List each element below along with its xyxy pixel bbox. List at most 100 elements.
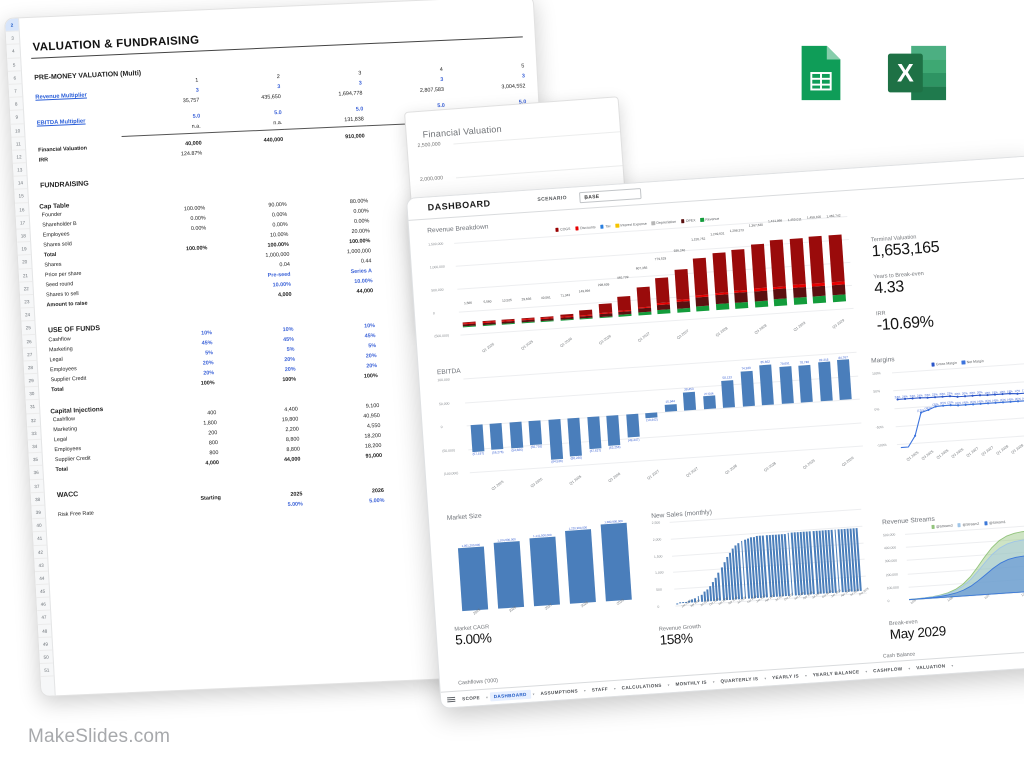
scenario-dropdown[interactable]: BASE ▾: [578, 187, 642, 203]
row-number[interactable]: 17: [15, 215, 30, 230]
cell-link[interactable]: Revenue Multiplier: [35, 92, 88, 102]
row-number[interactable]: 46: [36, 597, 51, 612]
data-label: 20%: [961, 391, 968, 397]
row-number[interactable]: 14: [13, 176, 28, 191]
row-number[interactable]: 36: [29, 466, 44, 480]
row-number[interactable]: 8: [9, 97, 24, 112]
row-number[interactable]: 44: [35, 571, 49, 586]
row-number[interactable]: 6: [7, 71, 22, 85]
bar-segment-revenue: [832, 294, 846, 303]
row-number[interactable]: 50: [39, 650, 53, 665]
tab-chevron-down-icon[interactable]: ▾: [485, 695, 488, 700]
kpi-years-to-break-even: Years to Break-even 4.33: [873, 271, 925, 298]
row-number[interactable]: 2: [5, 18, 19, 33]
row-number[interactable]: 47: [37, 610, 51, 625]
panel-revenue-streams: Revenue Streams @Stream3 @Stream2 @Stream1…: [882, 508, 1024, 617]
row-number[interactable]: 25: [21, 321, 36, 335]
legend-swatch: [931, 362, 935, 367]
row-number[interactable]: 40: [32, 518, 46, 533]
data-label: 1,566: [463, 300, 473, 305]
x-tick-label: Q3 2025: [519, 339, 534, 351]
row-number[interactable]: 16: [15, 202, 29, 217]
row-number[interactable]: 3: [5, 31, 20, 46]
sheet-tab-yearly-balance[interactable]: YEARLY BALANCE: [812, 669, 860, 678]
row-number[interactable]: 34: [27, 439, 42, 454]
bar-segment-revenue: [696, 305, 710, 312]
row-number[interactable]: 24: [20, 308, 35, 322]
row-number[interactable]: 5: [7, 57, 21, 72]
row-number[interactable]: 29: [24, 373, 39, 388]
data-label: (4)%: [954, 400, 962, 406]
row-number[interactable]: 37: [30, 479, 44, 494]
legend-item: Depreciation: [651, 220, 676, 226]
row-number[interactable]: 28: [23, 360, 38, 375]
row-number[interactable]: 7: [8, 84, 23, 98]
row-number[interactable]: 20: [17, 255, 32, 270]
series-marker: [956, 395, 959, 398]
sheet-tab-valuation[interactable]: VALUATION: [916, 663, 946, 671]
data-label: 440,739: [616, 274, 629, 280]
legend-swatch: [957, 523, 962, 527]
cell[interactable]: [142, 503, 224, 517]
row-number[interactable]: 35: [28, 452, 43, 467]
sheet-tab-quarterly-is[interactable]: QUARTERLY IS: [720, 676, 759, 684]
row-number[interactable]: 45: [35, 584, 50, 599]
x-tick-label: Q3 2026: [607, 471, 621, 484]
sheet-tab-staff[interactable]: STAFF: [591, 686, 609, 693]
series-line: [900, 398, 1024, 449]
row-number[interactable]: 38: [30, 492, 45, 507]
row-number[interactable]: 31: [25, 400, 40, 415]
sheet-tab-calculations[interactable]: CALCULATIONS: [621, 682, 662, 691]
row-number[interactable]: 39: [31, 505, 46, 520]
row-number[interactable]: 15: [14, 189, 29, 204]
all-sheets-icon[interactable]: [447, 695, 456, 703]
row-number[interactable]: 10: [10, 123, 25, 138]
row-number[interactable]: 30: [25, 387, 39, 401]
row-number[interactable]: 42: [33, 545, 48, 559]
cell-link[interactable]: EBITDA Multiplier: [36, 118, 86, 128]
row-number[interactable]: 21: [18, 268, 33, 283]
sheet-tab-cashflow[interactable]: CASHFLOW: [873, 666, 903, 674]
legend-item: OPEX: [680, 218, 696, 223]
sheet-tab-monthly-is[interactable]: MONTHLY IS: [675, 679, 707, 687]
sheet-tab-yearly-is[interactable]: YEARLY IS: [771, 673, 800, 681]
row-number[interactable]: 48: [37, 624, 52, 638]
row-number[interactable]: 18: [16, 229, 31, 243]
row-number[interactable]: 23: [20, 294, 34, 309]
legend-swatch: [984, 521, 988, 526]
row-number[interactable]: 43: [34, 558, 48, 573]
row-number[interactable]: 11: [11, 136, 26, 151]
cell[interactable]: 5.00%: [369, 497, 385, 505]
row-number[interactable]: 22: [19, 281, 34, 296]
row-number[interactable]: 49: [38, 637, 53, 652]
market-size-plot: 1,051,200,000 2025 1,104,600,000 2026 1,141,…: [447, 513, 642, 630]
dashboard-card[interactable]: DASHBOARD SCENARIO BASE ▾ Revenue Breakd…: [406, 155, 1024, 709]
data-label: (50,716): [530, 444, 543, 450]
row-number[interactable]: 13: [12, 163, 27, 177]
data-label: 936,240: [673, 248, 686, 254]
row-number[interactable]: 12: [12, 150, 26, 164]
ebitda-bar: [567, 417, 583, 457]
row-number[interactable]: 19: [17, 242, 31, 256]
x-tick-label: Q3 2025: [529, 477, 543, 489]
tab-chevron-down-icon[interactable]: ▾: [951, 663, 954, 668]
cell[interactable]: 5.00%: [287, 501, 304, 508]
row-number[interactable]: 9: [10, 110, 24, 125]
row-number[interactable]: 27: [22, 347, 37, 362]
row-number[interactable]: 26: [22, 334, 36, 349]
row-number[interactable]: 51: [39, 663, 54, 678]
kpi-value: 4.33: [873, 278, 905, 298]
series-marker: [964, 403, 967, 406]
data-label: (67,627): [589, 448, 602, 454]
row-number[interactable]: 33: [27, 426, 41, 441]
sheet-tab-assumptions[interactable]: ASSUMPTIONS: [540, 688, 579, 696]
series-marker: [1009, 400, 1012, 403]
margins-lines: [896, 391, 1024, 449]
sheet-tab-scope[interactable]: SCOPE: [462, 695, 481, 702]
row-number[interactable]: 4: [6, 44, 21, 59]
bar-segment-revenue: [793, 297, 807, 305]
row-number[interactable]: 32: [26, 413, 41, 428]
sheet-tab-dashboard[interactable]: DASHBOARD: [489, 689, 532, 702]
row-number[interactable]: 41: [32, 531, 47, 546]
series-marker: [903, 397, 907, 400]
